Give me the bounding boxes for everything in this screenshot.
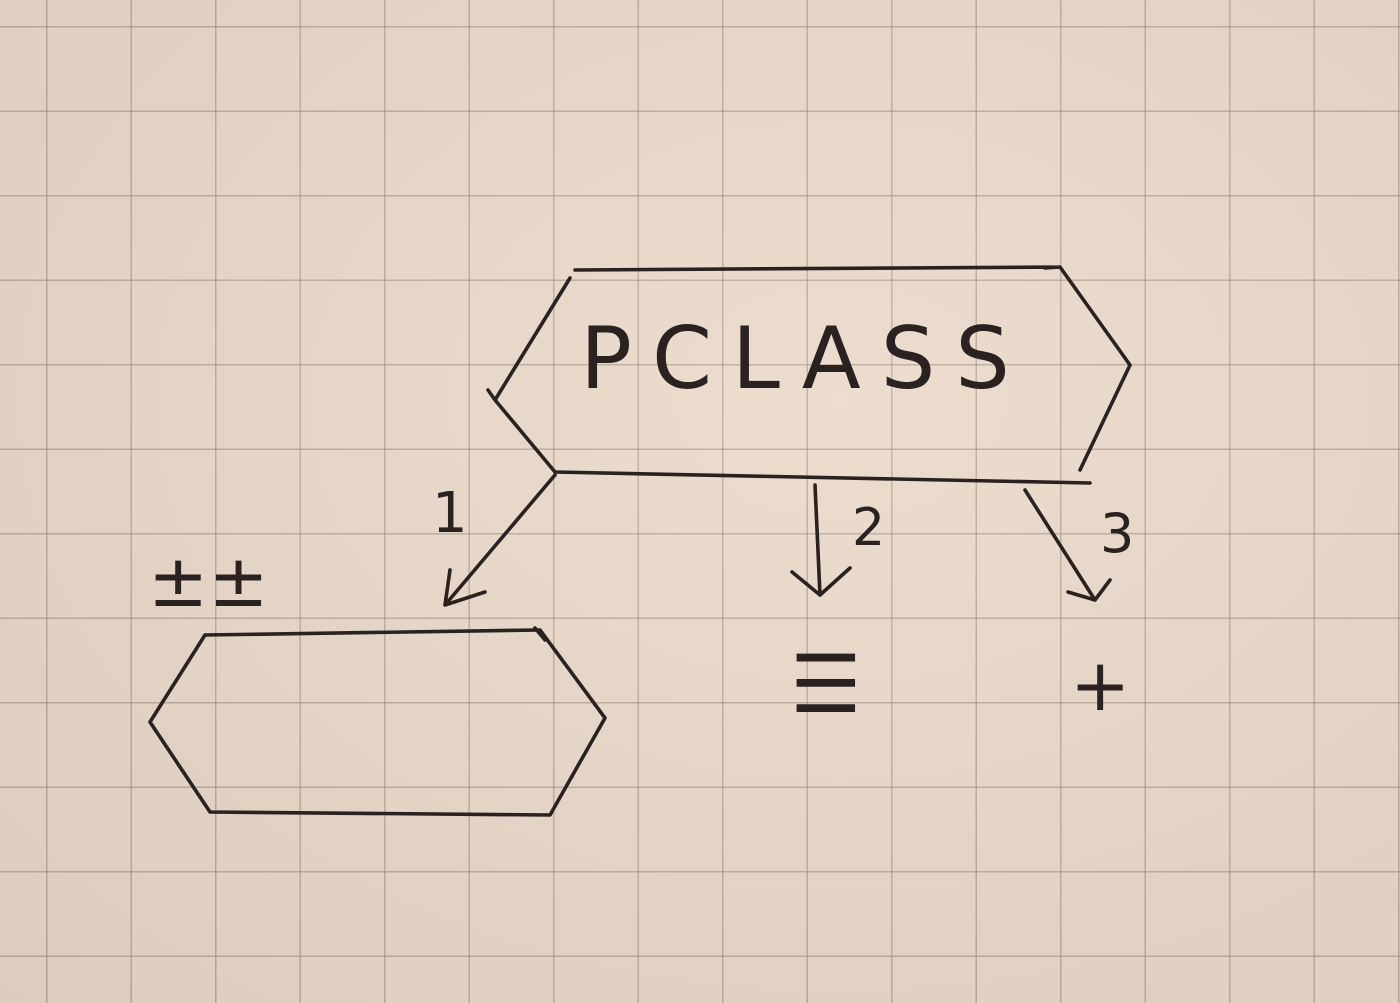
edge-2-line (790, 483, 852, 597)
edge-2-symbol: ☰ (790, 638, 862, 731)
main-node-shape (486, 265, 1132, 485)
main-node-label: PCLASS (580, 309, 1030, 409)
edge-1-symbol: ±± (148, 539, 269, 623)
edge-3-symbol: + (1070, 643, 1130, 727)
main-node: PCLASS (486, 265, 1132, 485)
edge-2-label: 2 (852, 498, 885, 558)
edge-3-label: 3 (1100, 502, 1134, 565)
edge-3-line (1023, 488, 1112, 602)
edge-2: 2 (790, 483, 885, 597)
child-node (148, 626, 607, 817)
edge-1: 1 (432, 473, 557, 607)
edge-1-label: 1 (432, 481, 468, 546)
edge-3: 3 (1023, 488, 1134, 602)
child-node-shape (148, 626, 607, 817)
edge-1-line (443, 473, 557, 607)
